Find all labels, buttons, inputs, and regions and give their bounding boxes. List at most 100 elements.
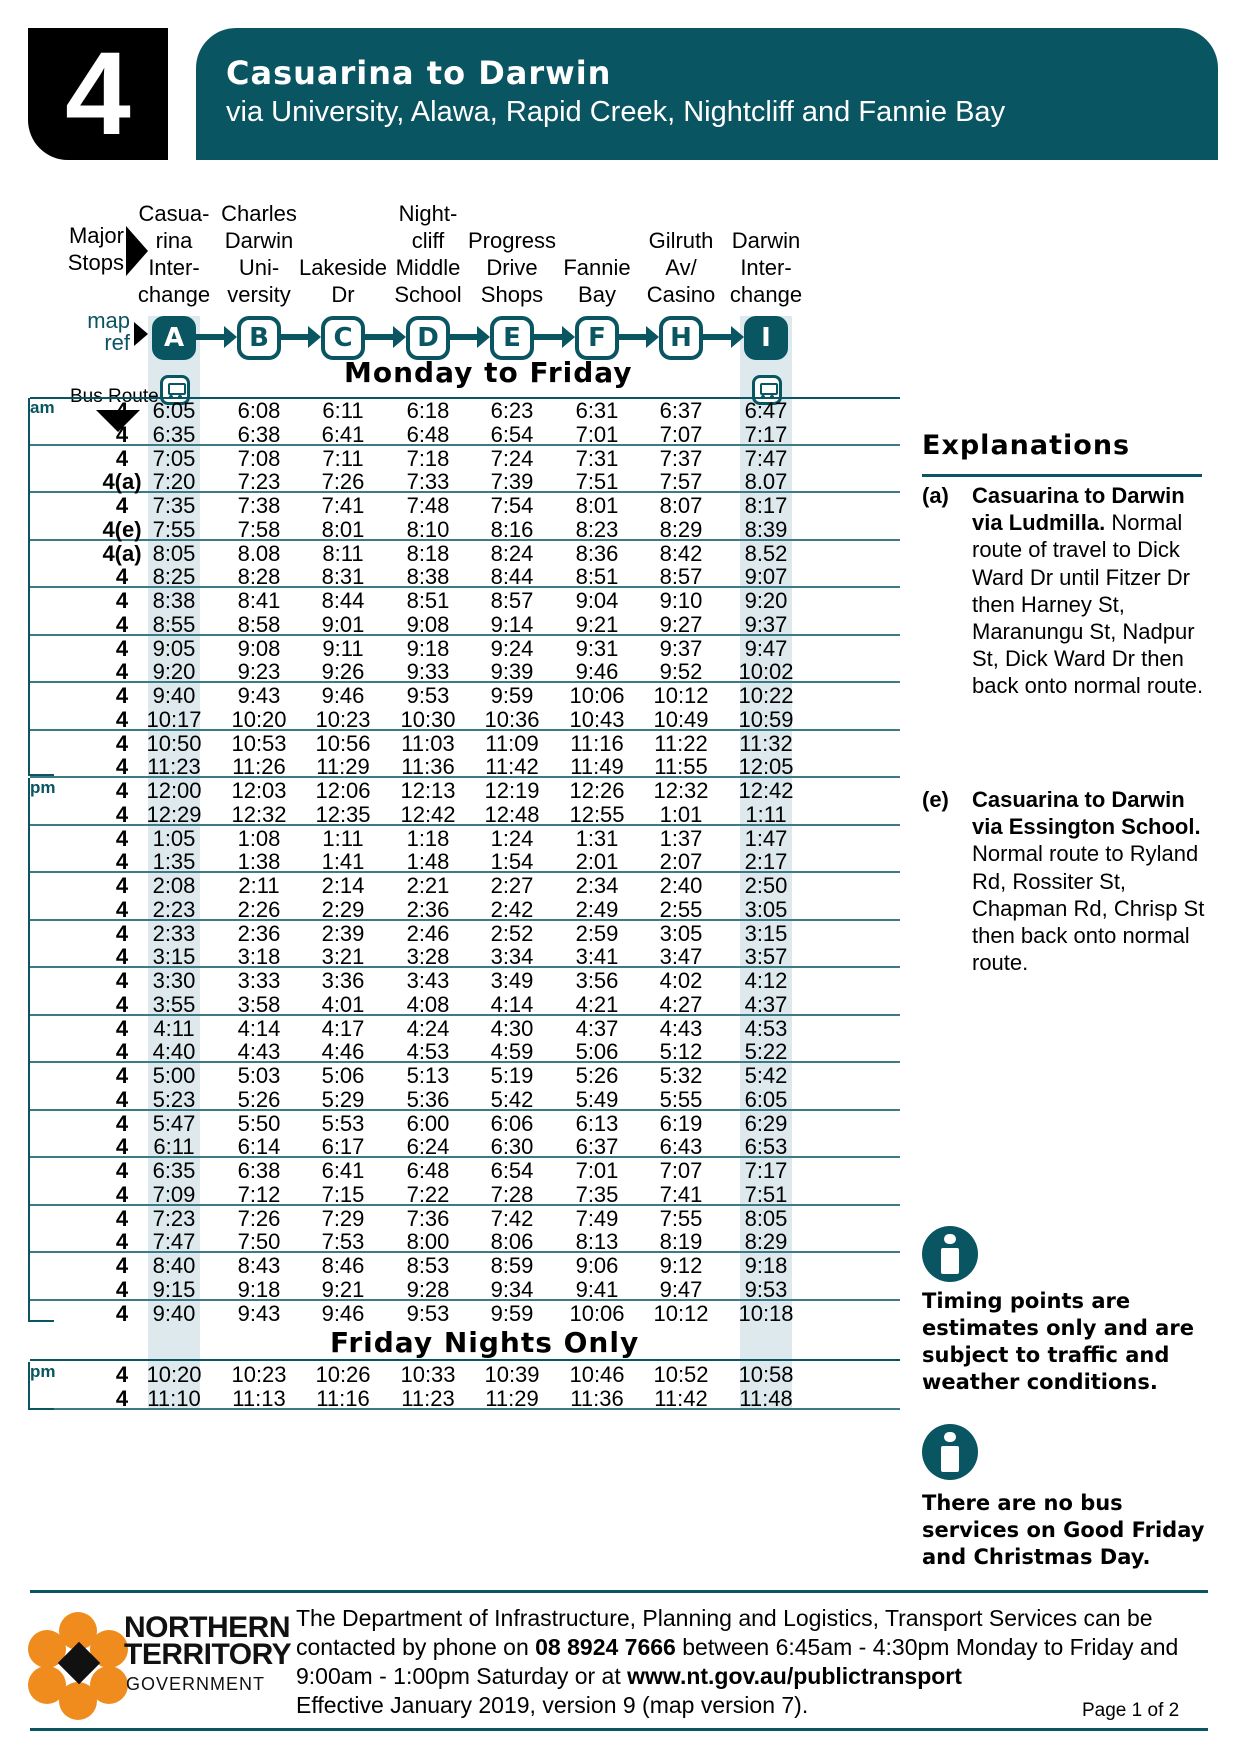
- stop-header-b: Charles Darwin Uni- versity: [221, 201, 297, 307]
- route-arrow-icon: [224, 326, 237, 348]
- time-cell: 9:15: [152, 1276, 196, 1302]
- map-ref-b: B: [237, 316, 281, 360]
- time-cell: 12:29: [146, 801, 202, 827]
- time-cell: 9:53: [744, 1276, 788, 1302]
- time-cell: 7:58: [237, 516, 281, 542]
- time-cell: 7:51: [744, 1181, 788, 1207]
- table-row: 4 4:40 4:43 4:46 4:53 4:59 5:06 5:12 5:22: [30, 1039, 900, 1065]
- time-cell: 8:57: [659, 564, 703, 590]
- route-connector: [534, 334, 563, 340]
- time-cell: 12:35: [315, 801, 371, 827]
- table-row: 4 5:00 5:03 5:06 5:13 5:19 5:26 5:32 5:42: [30, 1063, 900, 1088]
- time-cell: 9:37: [744, 611, 788, 637]
- time-cell: 7:35: [575, 1181, 619, 1207]
- time-cell: 8:24: [490, 540, 534, 566]
- time-cell: 6:48: [406, 421, 450, 447]
- time-cell: 9:20: [744, 588, 788, 613]
- stop-header-e: Progress Drive Shops: [467, 228, 557, 307]
- table-row: 4 3:30 3:33 3:36 3:43 3:49 3:56 4:02 4:12: [30, 968, 900, 993]
- time-cell: 7:20: [152, 469, 196, 495]
- time-cell: 5:23: [152, 1086, 196, 1112]
- time-cell: 8:05: [152, 540, 196, 566]
- table-row: 4 2:08 2:11 2:14 2:21 2:27 2:34 2:40 2:50: [30, 873, 900, 898]
- time-cell: 7:37: [659, 445, 703, 471]
- time-cell: 7:28: [490, 1181, 534, 1207]
- route-cell: 4: [115, 1253, 129, 1278]
- time-cell: 8:06: [490, 1229, 534, 1255]
- time-cell: 7:55: [152, 516, 196, 542]
- time-cell: 10:17: [146, 706, 202, 732]
- table-row: 4 10:50 10:53 10:56 11:03 11:09 11:16 11:22 11:3…: [30, 730, 900, 756]
- time-cell: 2:01: [575, 849, 619, 875]
- time-cell: 11:29: [316, 754, 370, 780]
- route-cell: 4: [115, 991, 129, 1017]
- time-cell: 6:31: [575, 398, 619, 423]
- route-cell: 4: [115, 920, 129, 946]
- route-arrow-icon: [646, 326, 659, 348]
- time-cell: 6:23: [490, 398, 534, 423]
- table-row: 4 5:47 5:50 5:53 6:00 6:06 6:13 6:19 6:29: [30, 1110, 900, 1136]
- contact-website[interactable]: www.nt.gov.au/publictransport: [627, 1663, 962, 1689]
- time-cell: 3:05: [744, 896, 788, 922]
- time-cell: 6:38: [237, 1158, 281, 1183]
- time-cell: 6:35: [152, 421, 196, 447]
- time-cell: 10:52: [653, 1362, 709, 1387]
- time-cell: 3:05: [659, 920, 703, 946]
- table-row: pm 4 10:20 10:23 10:26 10:33 10:39 10:46 10:52 10…: [30, 1362, 900, 1387]
- time-cell: 7:07: [659, 421, 703, 447]
- time-cell: 2:42: [490, 896, 534, 922]
- time-cell: 3:57: [744, 944, 788, 970]
- time-cell: 2:08: [152, 873, 196, 898]
- table-row: 4(e) 7:55 7:58 8:01 8:10 8:16 8:23 8:29 8:39: [30, 516, 900, 542]
- route-cell: 4: [115, 1229, 129, 1255]
- time-cell: 7:35: [152, 493, 196, 518]
- bus-stop-icon-destination: [752, 375, 782, 405]
- route-cell: 4: [115, 801, 129, 827]
- stop-header-f: Fannie Bay: [563, 255, 631, 307]
- time-cell: 11:32: [739, 730, 793, 756]
- time-cell: 7:31: [575, 445, 619, 471]
- map-ref-d: D: [406, 316, 450, 360]
- time-cell: 8:40: [152, 1253, 196, 1278]
- route-arrow-icon: [562, 326, 575, 348]
- route-connector: [450, 334, 478, 340]
- time-cell: 10:06: [569, 1300, 625, 1326]
- time-cell: 7:33: [406, 469, 450, 495]
- table-row: 4 2:33 2:36 2:39 2:46 2:52 2:59 3:05 3:15: [30, 920, 900, 946]
- time-cell: 6:17: [321, 1134, 365, 1160]
- explanation-body: Normal route to Ryland Rd, Rossiter St, …: [972, 841, 1205, 976]
- time-cell: 9:33: [406, 659, 450, 685]
- route-connector: [619, 334, 647, 340]
- time-cell: 7:39: [490, 469, 534, 495]
- period-bracket: [28, 398, 54, 776]
- table-row: 4 1:05 1:08 1:11 1:18 1:24 1:31 1:37 1:47: [30, 825, 900, 851]
- time-cell: 2:39: [321, 920, 365, 946]
- time-cell: 5:06: [321, 1063, 365, 1088]
- time-cell: 3:56: [575, 968, 619, 993]
- time-cell: 4:46: [321, 1039, 365, 1065]
- explanation-tag: (a): [922, 483, 949, 508]
- time-cell: 12:48: [484, 801, 540, 827]
- time-cell: 8:19: [659, 1229, 703, 1255]
- table-row: 4 2:23 2:26 2:29 2:36 2:42 2:49 2:55 3:05: [30, 896, 900, 922]
- time-cell: 5:50: [237, 1110, 281, 1136]
- time-cell: 10:36: [484, 706, 540, 732]
- time-cell: 8:28: [237, 564, 281, 590]
- time-cell: 9:53: [406, 1300, 450, 1326]
- time-cell: 4:30: [490, 1015, 534, 1041]
- time-cell: 5:00: [152, 1063, 196, 1088]
- time-cell: 8:41: [237, 588, 281, 613]
- time-cell: 6:54: [490, 421, 534, 447]
- time-cell: 1:31: [575, 825, 619, 851]
- time-cell: 10:59: [738, 706, 794, 732]
- time-cell: 3:28: [406, 944, 450, 970]
- time-cell: 6:37: [659, 398, 703, 423]
- table-row: 4 4:11 4:14 4:17 4:24 4:30 4:37 4:43 4:53: [30, 1015, 900, 1041]
- route-cell: 4: [115, 398, 129, 423]
- table-row: 4 12:29 12:32 12:35 12:42 12:48 12:55 1:01 1:11: [30, 801, 900, 827]
- time-cell: 12:32: [653, 778, 709, 803]
- table-row: 4 8:40 8:43 8:46 8:53 8:59 9:06 9:12 9:18: [30, 1253, 900, 1278]
- route-cell: 4(e): [102, 516, 142, 542]
- time-cell: 7:11: [322, 445, 364, 471]
- time-cell: 4:37: [744, 991, 788, 1017]
